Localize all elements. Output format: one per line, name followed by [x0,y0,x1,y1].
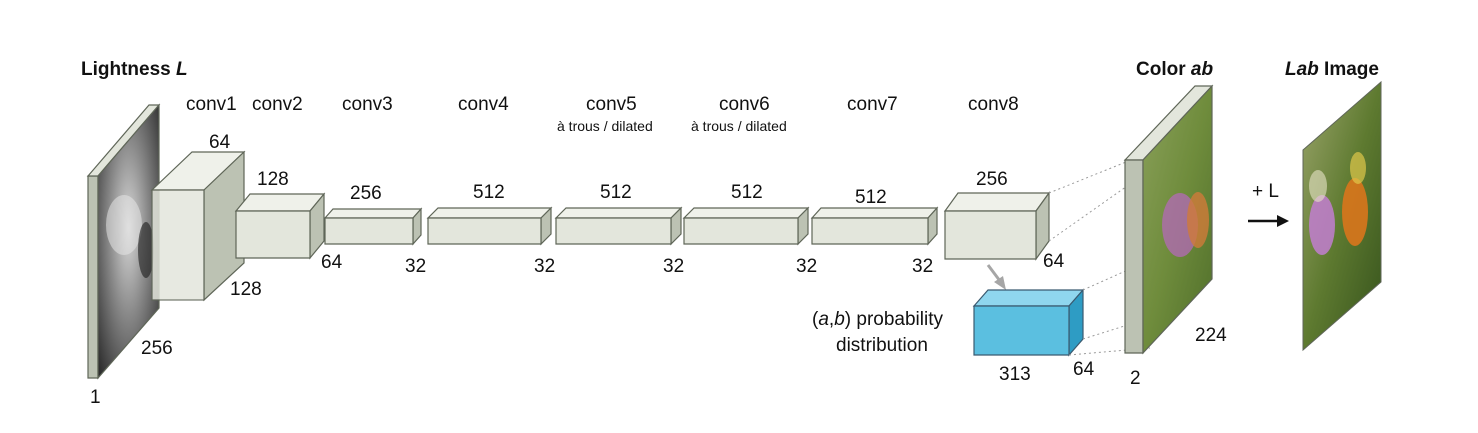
input-depth-dim: 1 [90,387,101,408]
conv2-block [234,192,326,260]
conv6-sublabel: à trous / dilated [691,118,787,134]
conv1-top-dim: 64 [209,132,231,153]
conv3-block [323,207,423,246]
conv1-bottom-dim: 128 [230,279,262,300]
conv5-block [554,206,683,246]
ab-size-dim: 224 [1195,325,1227,346]
conv8-top-dim: 256 [976,169,1008,190]
conv6-right-dim: 32 [796,256,817,277]
color-ab-block [1123,84,1214,355]
conv2-right-dim: 64 [321,252,343,273]
conv1-block [150,150,246,302]
conv4-right-dim: 32 [534,256,555,277]
prob-width-dim: 313 [999,364,1031,385]
conv3-top-dim: 256 [350,183,382,204]
conv3-right-dim: 32 [405,256,426,277]
conv8-block [943,191,1051,261]
conv8-right-dim: 64 [1043,251,1065,272]
conv7-top-dim: 512 [855,187,887,208]
lab-output-image [1302,80,1382,352]
color-ab-title: Color ab [1136,59,1213,80]
lab-image-title: Lab Image [1285,59,1379,80]
input-lightness-block [86,103,161,380]
lightness-title: Lightness L [81,59,188,80]
conv2-label: conv2 [252,94,303,115]
conv8-label: conv8 [968,94,1019,115]
conv3-label: conv3 [342,94,393,115]
conv6-block [682,206,810,246]
conv7-right-dim: 32 [912,256,933,277]
conv8-to-prob-arrow [986,264,1006,290]
conv5-label: conv5 [586,94,637,115]
ab-depth-dim: 2 [1130,368,1141,389]
conv6-top-dim: 512 [731,182,763,203]
conv2-top-dim: 128 [257,169,289,190]
conv6-label: conv6 [719,94,770,115]
probability-label-line2: distribution [836,335,928,356]
conv5-top-dim: 512 [600,182,632,203]
conv5-right-dim: 32 [663,256,684,277]
prob-depth-dim: 64 [1073,359,1095,380]
input-size-dim: 256 [141,338,173,359]
conv4-block [426,206,553,246]
plus-l-arrow [1248,215,1289,227]
conv4-label: conv4 [458,94,509,115]
plus-l-label: + L [1252,181,1279,202]
conv1-label: conv1 [186,94,237,115]
conv5-sublabel: à trous / dilated [557,118,653,134]
conv7-label: conv7 [847,94,898,115]
conv7-block [810,206,939,246]
probability-label-line1: (a,b) probability [812,309,943,330]
conv4-top-dim: 512 [473,182,505,203]
probability-distribution-block [972,288,1085,357]
